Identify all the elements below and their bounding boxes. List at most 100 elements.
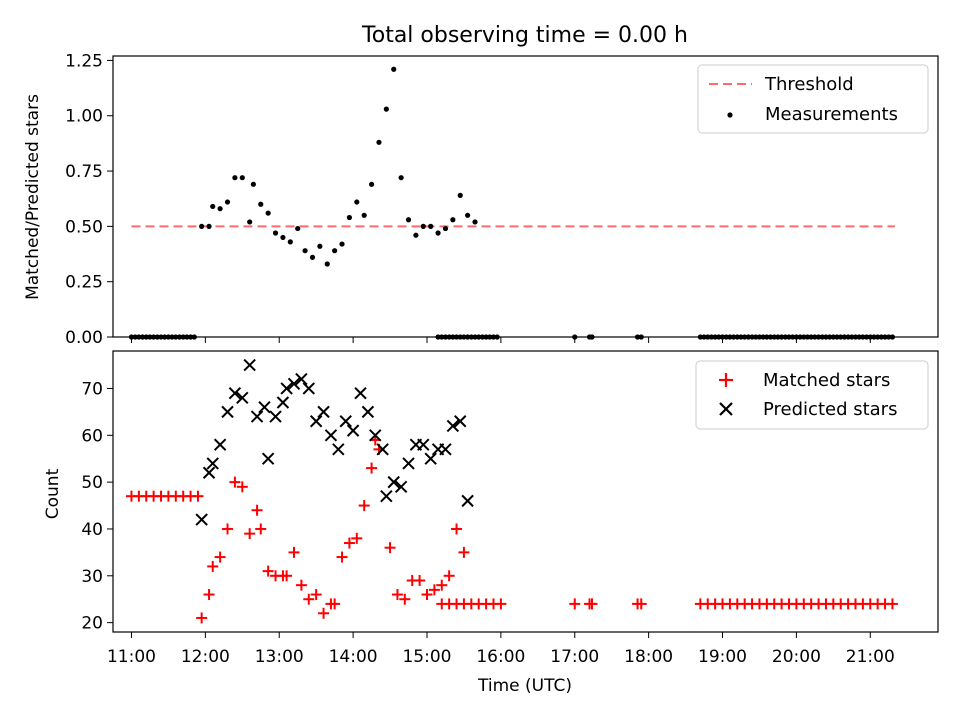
top-y-tick-label: 0.00 bbox=[65, 328, 103, 348]
predicted-star-point bbox=[269, 410, 282, 423]
matched-star-point bbox=[244, 528, 256, 540]
measurement-point bbox=[442, 225, 449, 232]
measurement-point bbox=[272, 230, 279, 236]
predicted-star-point bbox=[417, 438, 430, 451]
predicted-star-point bbox=[261, 452, 275, 465]
matched-star-point bbox=[288, 546, 300, 558]
bottom-x-tick-label: 14:00 bbox=[329, 647, 378, 667]
bottom-y-tick-label: 30 bbox=[81, 567, 103, 587]
bottom-y-tick-label: 40 bbox=[81, 520, 103, 540]
matched-star-point bbox=[329, 598, 341, 610]
measurement-point bbox=[398, 175, 404, 181]
bottom-x-tick-label: 19:00 bbox=[698, 647, 747, 667]
bottom-y-tick-label: 20 bbox=[81, 614, 103, 634]
predicted-star-point bbox=[361, 405, 375, 419]
predicted-star-point bbox=[250, 410, 264, 423]
top-y-ticks: 0.00 0.25 0.50 0.75 1.00 1.25 bbox=[65, 51, 113, 348]
measurement-point bbox=[332, 248, 338, 254]
legend-matched-label: Matched stars bbox=[763, 370, 890, 391]
bottom-x-ticks: 11:00 12:00 13:00 14:00 15:00 16:00 17:00 18:00… bbox=[107, 632, 895, 667]
predicted-star-point bbox=[346, 424, 360, 437]
measurement-point bbox=[224, 199, 231, 205]
predicted-star-point bbox=[461, 494, 474, 508]
measurement-point bbox=[258, 201, 264, 207]
measurement-point bbox=[250, 181, 256, 187]
predicted-star-point bbox=[380, 489, 393, 503]
predicted-star-point bbox=[221, 405, 234, 419]
bottom-x-tick-label: 17:00 bbox=[550, 647, 599, 667]
measurement-point bbox=[280, 234, 286, 241]
measurement-point bbox=[309, 254, 316, 260]
matched-star-point bbox=[303, 593, 315, 605]
matched-star-point bbox=[635, 598, 647, 610]
bottom-x-tick-label: 20:00 bbox=[772, 647, 821, 667]
predicted-star-point bbox=[446, 419, 460, 433]
matched-star-point bbox=[495, 598, 507, 610]
bottom-plot-frame bbox=[112, 350, 939, 633]
matched-star-point bbox=[586, 598, 598, 610]
measurement-point bbox=[361, 212, 367, 218]
bottom-y-tick-label: 50 bbox=[81, 473, 103, 493]
matched-star-point bbox=[366, 462, 378, 474]
measurement-point bbox=[368, 181, 375, 187]
measurement-point bbox=[302, 248, 308, 254]
matched-star-point bbox=[192, 490, 204, 502]
predicted-stars-points bbox=[195, 358, 474, 526]
matched-star-point bbox=[451, 523, 463, 535]
predicted-star-point bbox=[202, 466, 216, 479]
matched-star-point bbox=[196, 612, 208, 624]
bottom-panel: Count Time (UTC) 20 30 40 50 60 70 11:00 12:00… bbox=[43, 350, 939, 696]
matched-star-point bbox=[428, 584, 440, 596]
measurement-point bbox=[391, 66, 397, 72]
top-y-tick-label: 1.25 bbox=[65, 51, 103, 71]
predicted-star-point bbox=[309, 415, 323, 428]
bottom-x-tick-label: 16:00 bbox=[476, 647, 525, 667]
matched-star-point bbox=[236, 481, 248, 493]
predicted-star-point bbox=[287, 377, 301, 390]
predicted-star-point bbox=[276, 396, 290, 409]
bottom-y-ticks: 20 30 40 50 60 70 bbox=[81, 379, 113, 634]
bottom-legend: Matched stars Predicted stars bbox=[695, 360, 929, 430]
top-y-axis-label: Matched/Predicted stars bbox=[23, 94, 43, 300]
matched-star-point bbox=[229, 476, 241, 488]
predicted-star-point bbox=[206, 457, 219, 470]
predicted-star-point bbox=[454, 415, 467, 428]
matched-star-point bbox=[214, 551, 226, 563]
bottom-y-tick-label: 70 bbox=[81, 379, 103, 399]
matched-star-point bbox=[343, 537, 355, 549]
matched-star-point bbox=[255, 523, 267, 535]
predicted-star-point bbox=[376, 443, 389, 456]
predicted-star-point bbox=[195, 513, 208, 526]
predicted-star-point bbox=[302, 382, 315, 395]
predicted-star-point bbox=[236, 391, 249, 405]
measurement-point bbox=[265, 210, 271, 216]
legend-predicted-swatch bbox=[719, 402, 733, 416]
matched-star-point bbox=[222, 523, 234, 535]
matched-star-point bbox=[421, 589, 433, 601]
top-plot-frame bbox=[112, 55, 939, 338]
predicted-star-point bbox=[295, 372, 308, 386]
measurement-point bbox=[428, 223, 434, 229]
measurement-point bbox=[472, 219, 478, 225]
bottom-x-tick-label: 11:00 bbox=[107, 647, 156, 667]
measurement-point bbox=[339, 241, 345, 247]
bottom-legend-box bbox=[695, 360, 929, 430]
bottom-y-axis-label: Count bbox=[43, 468, 63, 519]
predicted-star-point bbox=[394, 480, 408, 494]
top-legend: Threshold Measurements bbox=[697, 64, 929, 134]
measurement-point bbox=[383, 106, 389, 112]
matched-star-point bbox=[384, 542, 396, 554]
measurement-point bbox=[420, 223, 426, 229]
measurement-point bbox=[247, 219, 253, 225]
predicted-star-point bbox=[339, 415, 352, 428]
measurement-point bbox=[317, 243, 323, 249]
legend-matched-swatch bbox=[719, 373, 733, 387]
legend-measurement-label: Measurements bbox=[765, 104, 898, 125]
matched-star-point bbox=[262, 565, 274, 577]
matched-star-point bbox=[569, 598, 581, 610]
top-panel: Total observing time = 0.00 h Matched/Pr… bbox=[23, 23, 939, 348]
matched-star-point bbox=[203, 589, 215, 601]
matched-star-point bbox=[318, 607, 330, 619]
predicted-star-point bbox=[243, 358, 256, 372]
